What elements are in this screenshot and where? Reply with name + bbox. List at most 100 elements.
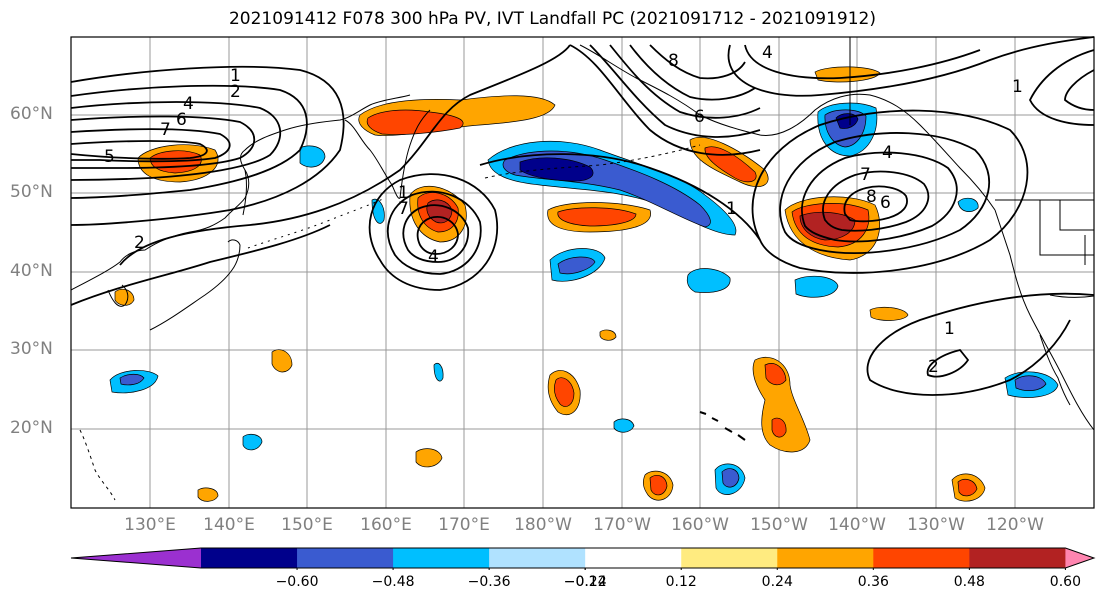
colorbar xyxy=(70,547,1096,570)
positive-small-200 xyxy=(197,487,219,502)
lon-label-170e: 170°E xyxy=(438,515,490,535)
contour-southeast-1 xyxy=(866,292,1095,396)
contour-label-west-2: 2 xyxy=(230,82,241,102)
positive-small-870 xyxy=(869,306,909,321)
contour-label-se-2: 2 xyxy=(928,357,939,377)
negative-blob-ne-pacific xyxy=(299,145,326,168)
negative-center-north-pacific xyxy=(519,157,594,182)
colorbar-extend-high xyxy=(1065,548,1094,568)
positive-small-hawaii-w-core xyxy=(649,475,668,496)
coast-aleutians xyxy=(484,144,701,179)
positive-small-605 xyxy=(599,329,617,341)
colorbar-tick-label: 0.36 xyxy=(857,574,889,590)
negative-blob-hawaii-core xyxy=(721,468,740,488)
contour-label-west-5: 5 xyxy=(104,147,115,167)
colorbar-segment xyxy=(297,548,394,568)
contour-west-sw xyxy=(70,224,331,306)
contour-label-central-7: 7 xyxy=(398,199,409,219)
positive-subtropic-2-core-b xyxy=(771,417,787,438)
lon-label-160w: 160°W xyxy=(671,515,729,535)
negative-blob-145w xyxy=(794,275,839,298)
colorbar-segment xyxy=(393,548,490,568)
colorbar-tick-label: 0.60 xyxy=(1049,574,1081,590)
border-states-2 xyxy=(1059,200,1094,231)
colorbar-segment xyxy=(873,548,970,568)
contour-north-ridge-5 xyxy=(649,44,746,80)
negative-blob-sw-core xyxy=(119,373,145,386)
border-states-1 xyxy=(1039,200,1094,256)
lon-label-140e: 140°E xyxy=(203,515,255,535)
coast-kamchatka xyxy=(344,109,431,199)
contour-north-ridge-2 xyxy=(589,44,761,138)
lon-label-130w: 130°W xyxy=(907,515,965,535)
lon-label-150w: 150°W xyxy=(750,515,808,535)
coastlines xyxy=(70,37,1095,501)
contour-southeast-2 xyxy=(926,348,970,378)
coast-korea xyxy=(107,284,129,307)
positive-small-115 xyxy=(114,288,135,306)
contour-ne-2 xyxy=(1064,69,1095,111)
positive-subtropic-1-core xyxy=(554,377,575,407)
colorbar-segment xyxy=(777,548,874,568)
contour-west-6 xyxy=(70,140,208,160)
contour-kamchatka-2 xyxy=(386,190,482,275)
negative-small-960 xyxy=(957,197,979,212)
colorbar-tick-label: −0.48 xyxy=(371,574,415,590)
contour-label-alaska-4: 4 xyxy=(882,143,893,163)
contour-label-west-6: 6 xyxy=(176,110,187,130)
positive-subtropic-2-core xyxy=(764,363,787,386)
contour-north-ridge-3 xyxy=(609,44,761,119)
contour-label-central-4: 4 xyxy=(428,247,439,267)
positive-small-se-core xyxy=(957,479,978,497)
positive-bering-core xyxy=(366,109,464,135)
contour-label-alaska-7: 7 xyxy=(860,165,871,185)
contour-north-ridge-4 xyxy=(629,44,756,101)
contour-west-outer xyxy=(119,44,571,266)
contour-label-alaska-8: 8 xyxy=(866,187,877,207)
pv-contours xyxy=(70,36,1095,396)
contour-kamchatka-3 xyxy=(402,204,469,263)
negative-blob-165w xyxy=(686,268,731,293)
contour-labels: 1 2 4 6 7 5 2 1 7 4 4 7 8 6 1 4 6 8 1 1 … xyxy=(104,43,1023,377)
negative-small-435 xyxy=(433,362,444,382)
negative-small-245 xyxy=(242,433,263,451)
contour-west-5 xyxy=(70,128,231,163)
colorbar-tick-label: −0.24 xyxy=(563,574,607,590)
negative-gulf-alaska-center xyxy=(835,113,859,129)
lon-label-150e: 150°E xyxy=(281,515,333,535)
coast-asia xyxy=(70,94,411,291)
ivt-shading xyxy=(109,66,1059,502)
coast-alaska xyxy=(579,44,996,211)
colorbar-tick-label: −0.60 xyxy=(275,574,319,590)
lon-label-140w: 140°W xyxy=(828,515,886,535)
border-us-mexico xyxy=(1049,294,1095,298)
contour-kamchatka-4 xyxy=(416,216,459,255)
colorbar-segment xyxy=(681,548,778,568)
contour-label-west-2b: 2 xyxy=(134,233,145,253)
lon-label-180w: 180°W xyxy=(514,515,572,535)
colorbar-tick-label: −0.36 xyxy=(467,574,511,590)
contour-west-3 xyxy=(70,101,282,181)
colorbar-segment xyxy=(969,548,1066,568)
hawaii-islands xyxy=(699,411,746,441)
contour-alaska-2 xyxy=(779,132,991,254)
coast-na-west xyxy=(994,209,1095,431)
coast-sakhalin xyxy=(242,169,247,216)
negative-small-620 xyxy=(613,418,635,433)
contour-label-west-4: 4 xyxy=(183,94,194,114)
contour-alaska-4 xyxy=(822,170,930,232)
lat-label-50n: 50°N xyxy=(10,182,53,202)
lat-label-40n: 40°N xyxy=(10,261,53,281)
contour-west-1 xyxy=(70,65,345,226)
colorbar-tick-label: 0.24 xyxy=(761,574,793,590)
lon-label-120w: 120°W xyxy=(986,515,1044,535)
colorbar-tick-label: −0.12 xyxy=(563,574,607,590)
contour-kamchatka-1 xyxy=(368,173,499,291)
positive-small-415 xyxy=(415,448,443,468)
colorbar-segment xyxy=(585,548,682,568)
contour-label-north-6: 6 xyxy=(694,107,705,127)
coast-baja xyxy=(1039,334,1071,406)
contour-label-west-7: 7 xyxy=(160,120,171,140)
contour-alaska-top xyxy=(727,36,1095,97)
positive-subtropic-2 xyxy=(752,356,811,453)
